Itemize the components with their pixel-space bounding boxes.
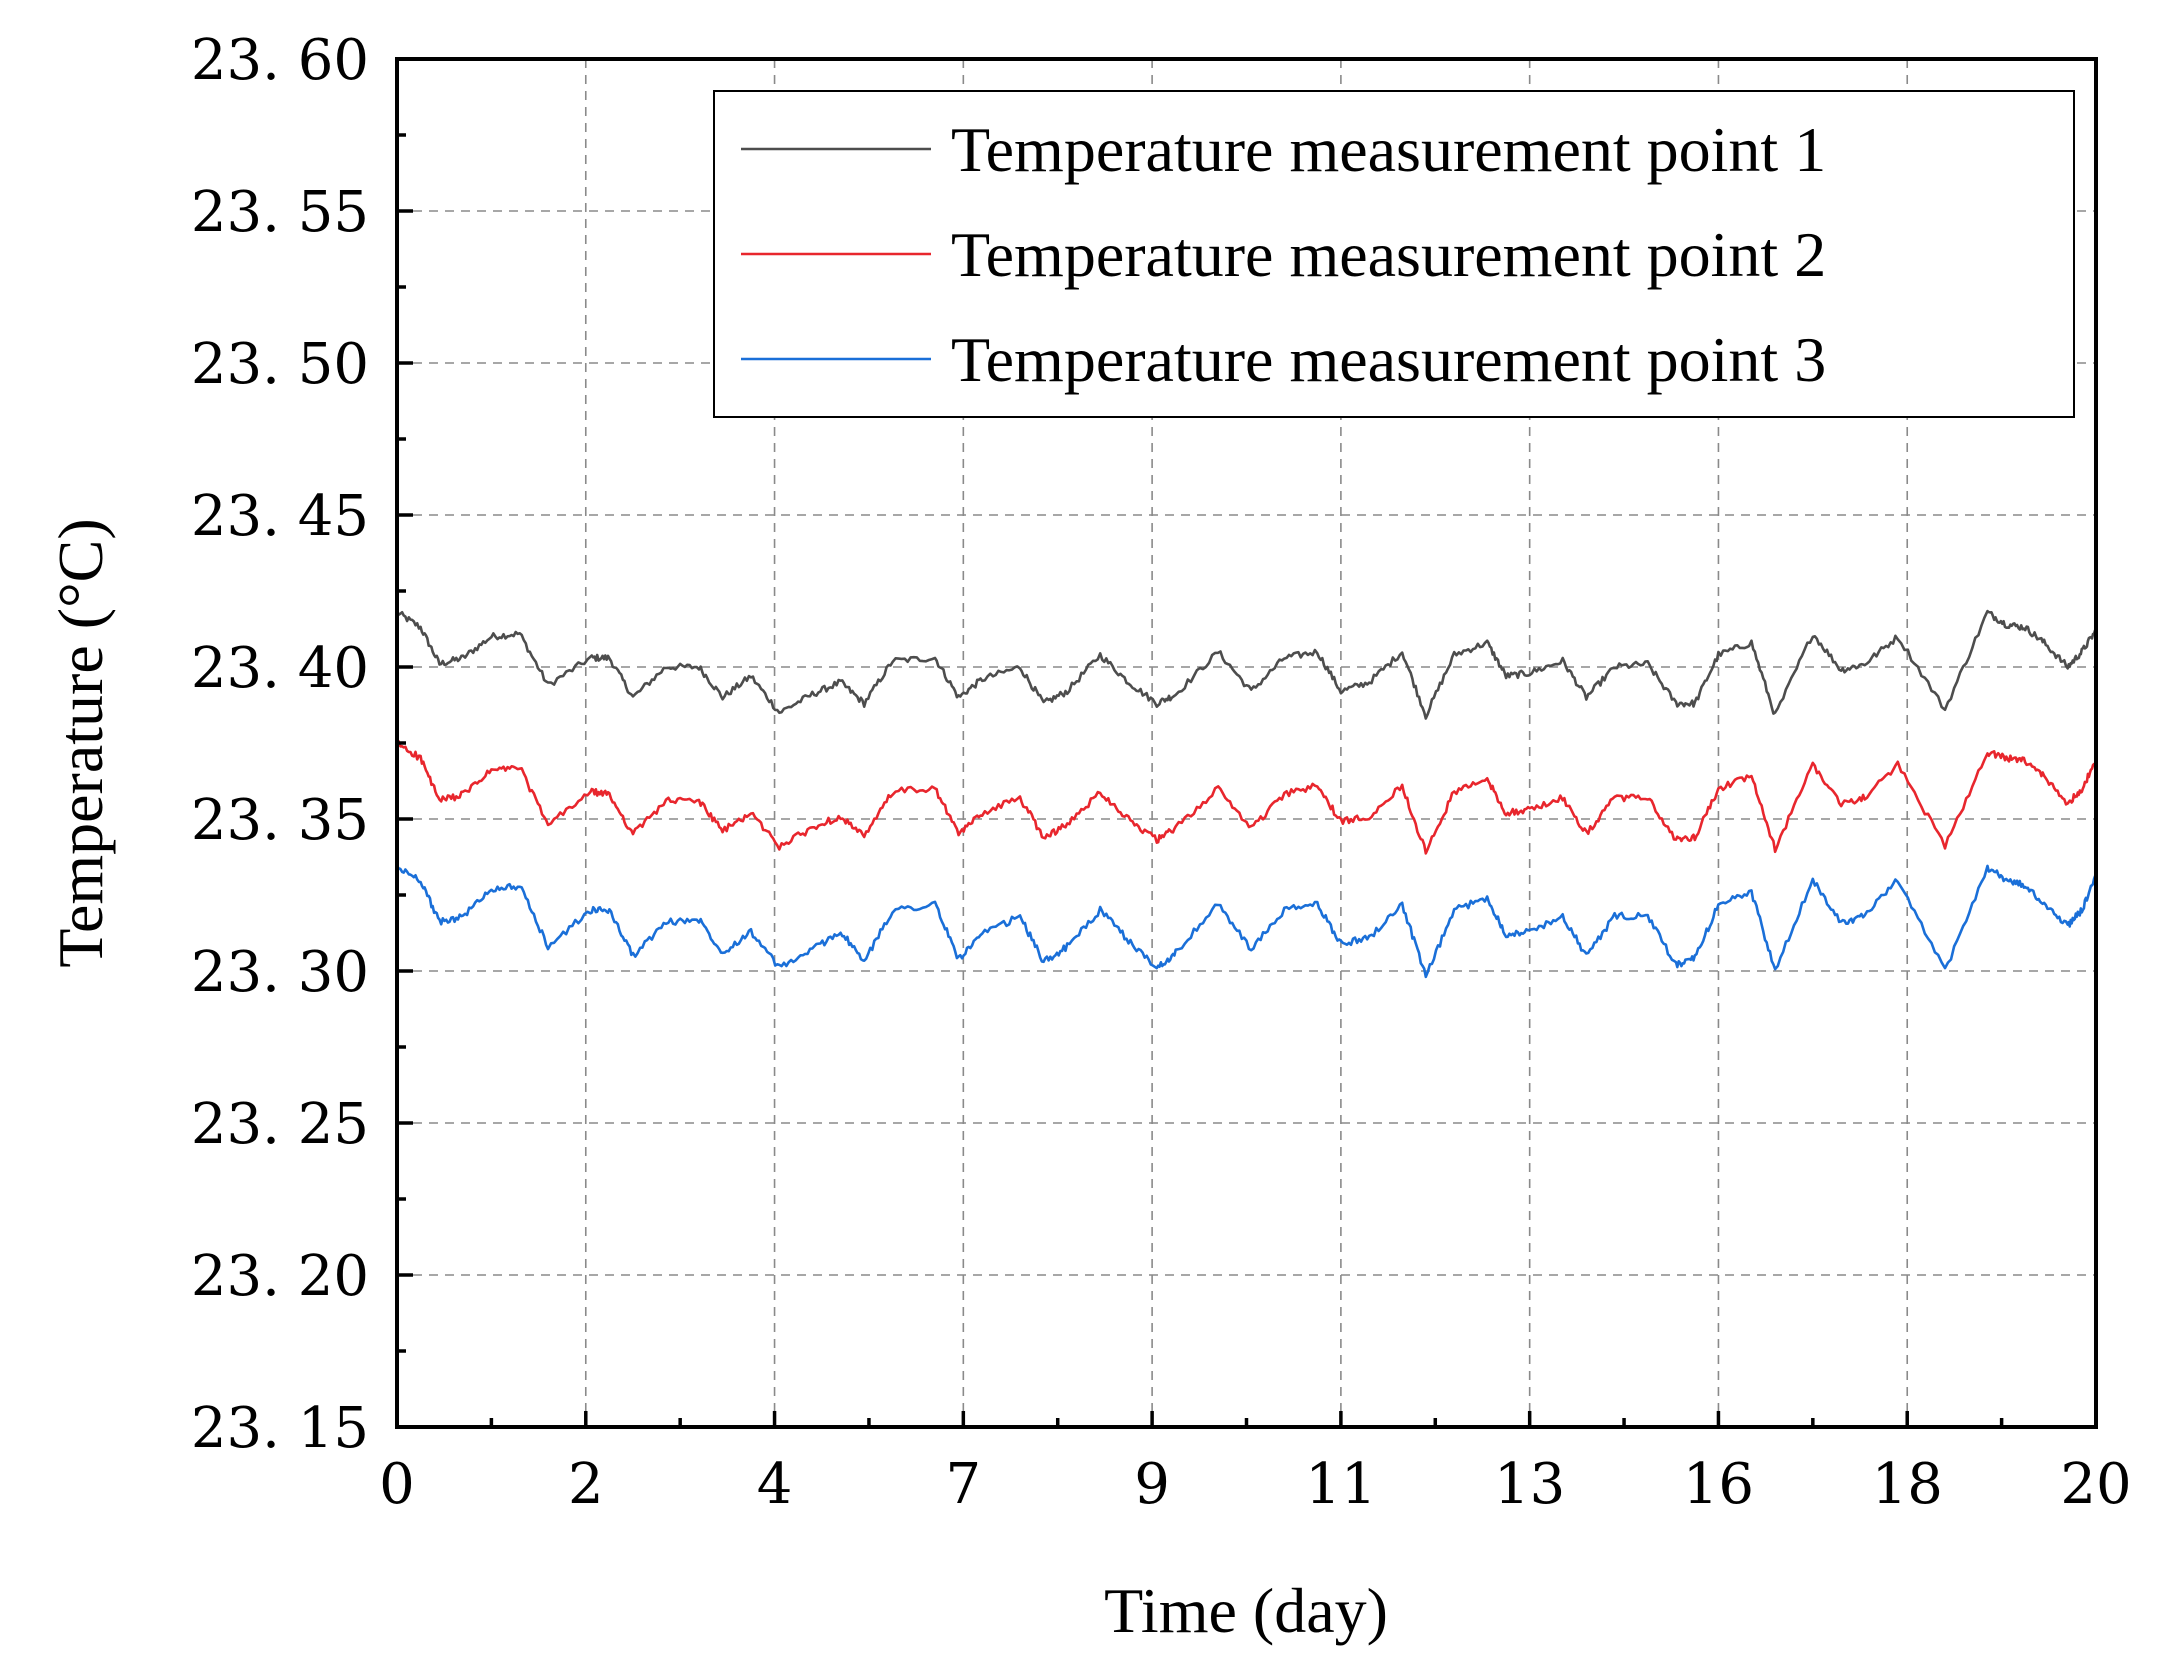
y-tick-label: 23. 40 — [191, 636, 369, 701]
x-tick-label: 9 — [1134, 1452, 1170, 1517]
x-tick-label: 18 — [1872, 1452, 1943, 1517]
y-tick-label: 23. 25 — [191, 1092, 369, 1157]
legend-label-3: Temperature measurement point 3 — [951, 324, 1826, 395]
y-tick-label: 23. 35 — [191, 788, 369, 853]
x-tick-label: 0 — [379, 1452, 415, 1517]
series-line-2 — [396, 739, 2098, 855]
x-tick-label: 11 — [1305, 1452, 1376, 1517]
tick-labels: 0 2 4 7 9 11 13 16 18 20 23. 15 23. 20 23. 25 23. 30 2… — [191, 28, 2132, 1517]
series-line-3 — [395, 864, 2097, 979]
legend-label-1: Temperature measurement point 1 — [951, 114, 1826, 185]
x-tick-label: 16 — [1683, 1452, 1754, 1517]
legend-label-2: Temperature measurement point 2 — [951, 219, 1826, 290]
x-axis-title: Time (day) — [1104, 1575, 1388, 1646]
y-tick-label: 23. 30 — [191, 940, 369, 1005]
legend: Temperature measurement point 1 Temperat… — [713, 90, 2075, 418]
series-lines — [395, 609, 2098, 979]
y-tick-label: 23. 60 — [191, 28, 369, 93]
x-tick-label: 2 — [568, 1452, 604, 1517]
x-tick-label: 4 — [757, 1452, 793, 1517]
plot-frame — [395, 57, 2098, 1429]
y-tick-label: 23. 55 — [191, 180, 369, 245]
y-tick-label: 23. 50 — [191, 332, 369, 397]
y-tick-label: 23. 15 — [191, 1396, 369, 1461]
legend-box — [713, 90, 2075, 418]
y-tick-label: 23. 45 — [191, 484, 369, 549]
y-axis-title: Temperature (°C) — [45, 518, 116, 967]
series-line-1 — [395, 609, 2097, 720]
x-tick-label: 13 — [1494, 1452, 1565, 1517]
y-tick-label: 23. 20 — [191, 1244, 369, 1309]
x-tick-label: 7 — [946, 1452, 982, 1517]
x-tick-label: 20 — [2060, 1452, 2131, 1517]
